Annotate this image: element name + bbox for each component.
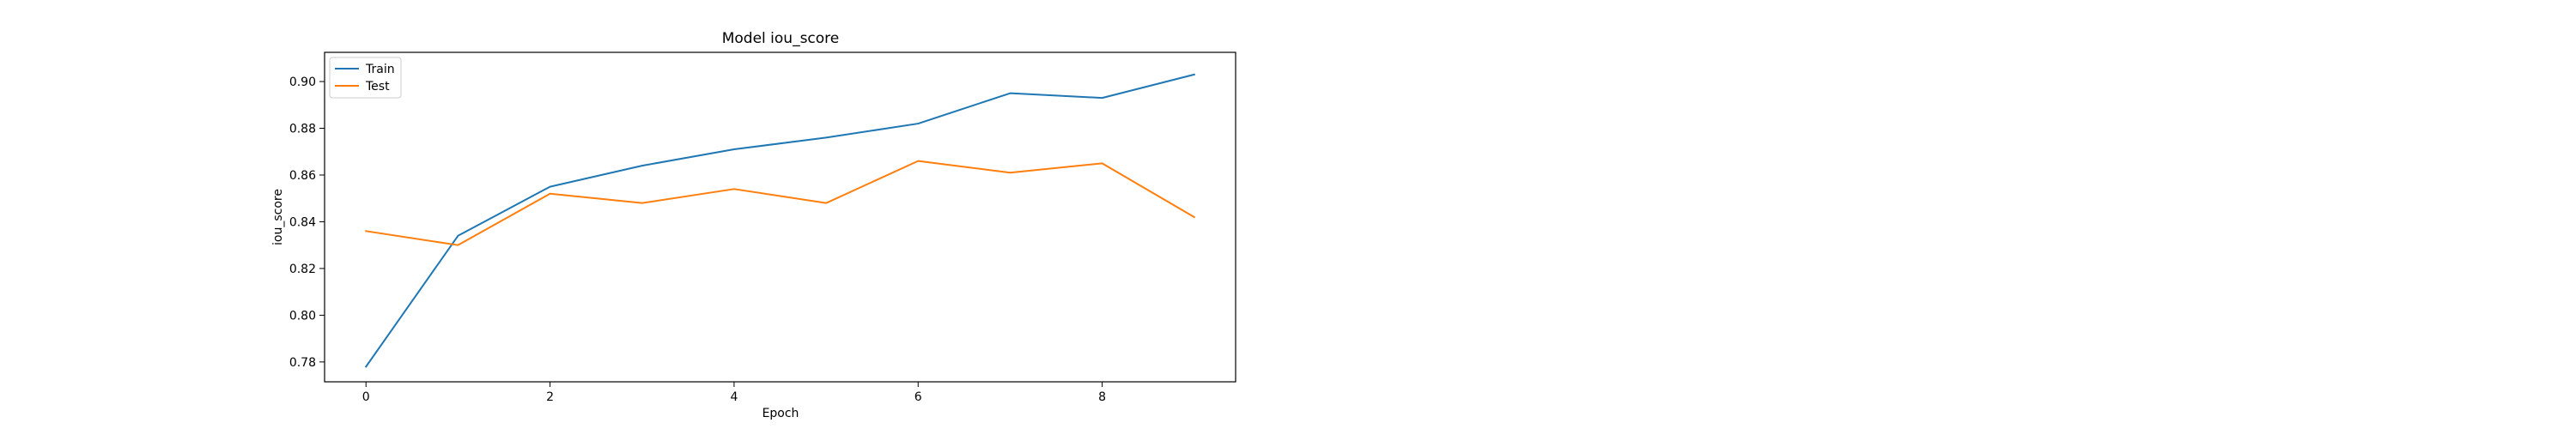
- y-tick-label: 0.86: [289, 169, 316, 183]
- x-axis-ticks: 0 2 4 6 8: [362, 382, 1106, 404]
- y-tick-label: 0.84: [289, 215, 316, 229]
- y-axis-label: iou_score: [271, 189, 285, 245]
- x-axis-label: Epoch: [762, 407, 799, 420]
- x-tick-label: 0: [362, 390, 370, 404]
- y-tick-label: 0.80: [289, 309, 316, 323]
- x-tick-label: 8: [1098, 390, 1106, 404]
- legend-box: [329, 57, 402, 99]
- chart-title: Model iou_score: [722, 30, 840, 47]
- x-tick-label: 2: [546, 390, 554, 404]
- y-tick-label: 0.78: [289, 356, 316, 370]
- legend-label-train: Train: [365, 63, 395, 76]
- x-tick-label: 6: [914, 390, 922, 404]
- series-line-train: [364, 73, 1195, 368]
- y-axis-ticks: 0.78 0.80 0.82 0.84 0.86 0.88 0.90: [289, 76, 325, 370]
- plot-area-frame: [324, 51, 1236, 383]
- y-tick-label: 0.82: [289, 263, 316, 276]
- y-tick-label: 0.90: [289, 76, 316, 89]
- legend-label-test: Test: [365, 80, 390, 94]
- y-tick-label: 0.88: [289, 123, 316, 136]
- series-layer: [364, 73, 1196, 368]
- x-tick-label: 4: [730, 390, 738, 404]
- series-line-test: [365, 160, 1196, 246]
- legend: Train Test: [329, 57, 402, 99]
